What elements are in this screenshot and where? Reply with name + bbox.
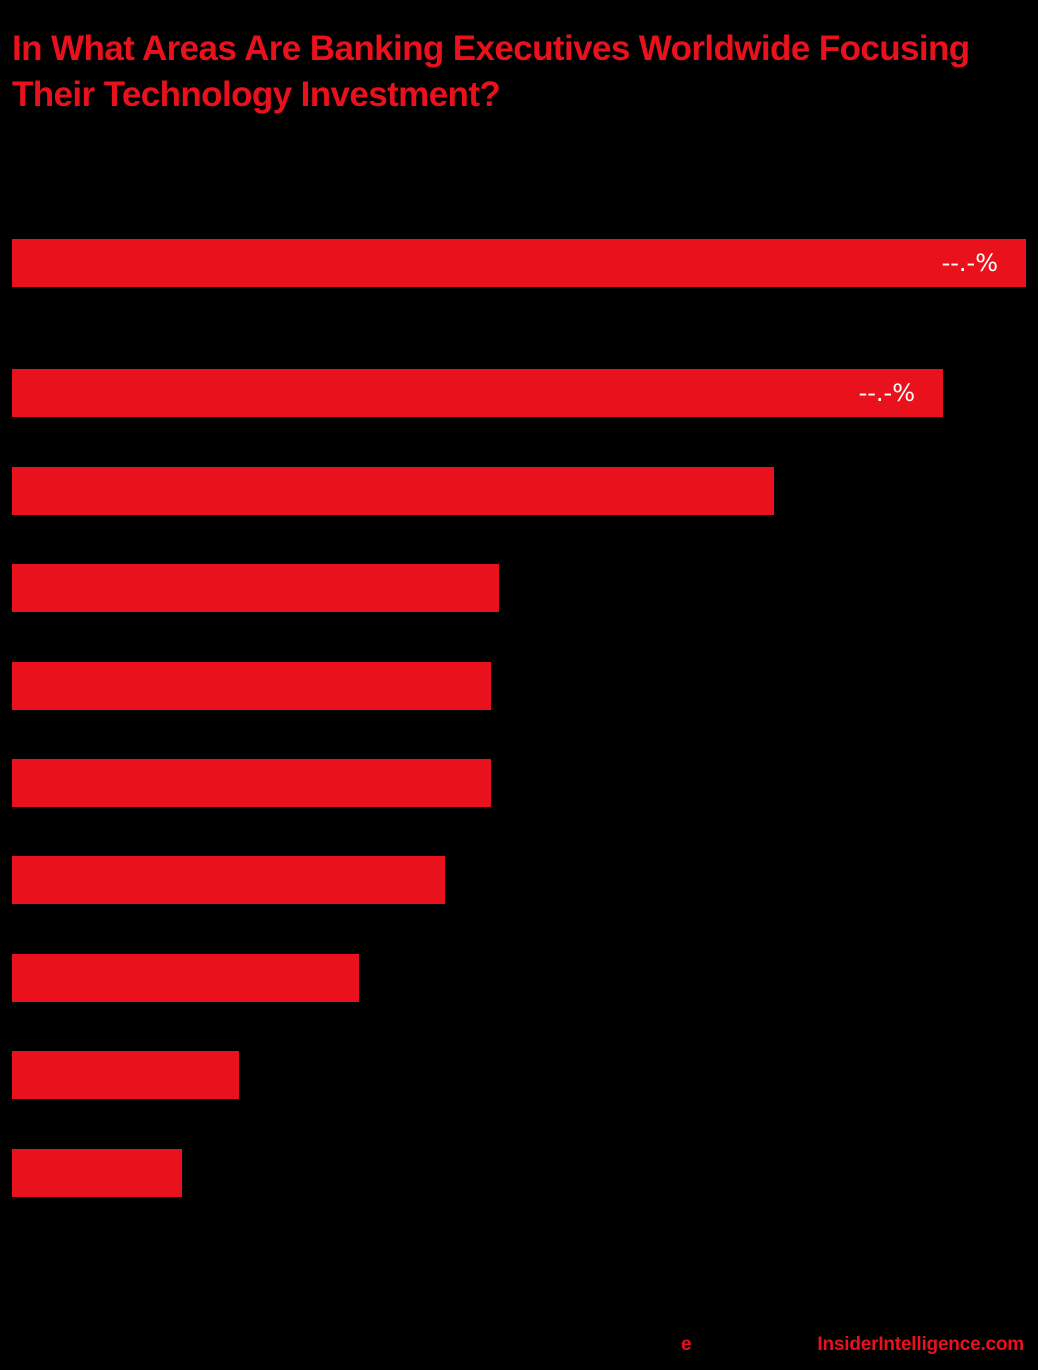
bar-value-label: --.-% [941, 249, 998, 277]
chart-title: In What Areas Are Banking Executives Wor… [12, 29, 970, 114]
bar-value-label: --.-% [858, 379, 915, 407]
bar-7 [12, 856, 445, 904]
bar-4 [12, 564, 499, 612]
bar-1: --.-% [12, 239, 1026, 287]
emarketer-logo-letter: e [681, 1334, 692, 1355]
bar-8 [12, 954, 359, 1002]
bar-3 [12, 467, 774, 515]
source-site-link[interactable]: InsiderIntelligence.com [817, 1334, 1024, 1355]
bar-9 [12, 1051, 239, 1099]
bar-5 [12, 662, 491, 710]
bar-10 [12, 1149, 182, 1197]
bar-2: --.-% [12, 369, 943, 417]
bar-6 [12, 759, 491, 807]
